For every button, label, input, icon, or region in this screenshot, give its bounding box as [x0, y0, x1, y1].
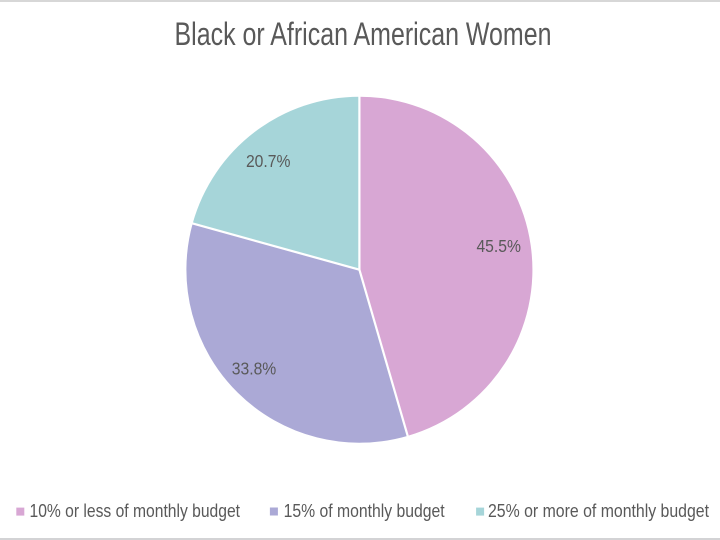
svg-text:45.5%: 45.5% — [476, 236, 521, 256]
svg-text:15% of monthly budget: 15% of monthly budget — [284, 501, 445, 521]
svg-text:33.8%: 33.8% — [232, 359, 277, 379]
svg-text:25% or more of monthly budget: 25% or more of monthly budget — [488, 501, 709, 521]
svg-text:Black or African American Wome: Black or African American Women — [175, 16, 552, 52]
svg-text:20.7%: 20.7% — [246, 151, 291, 171]
svg-text:10% or less of monthly budget: 10% or less of monthly budget — [30, 501, 241, 521]
